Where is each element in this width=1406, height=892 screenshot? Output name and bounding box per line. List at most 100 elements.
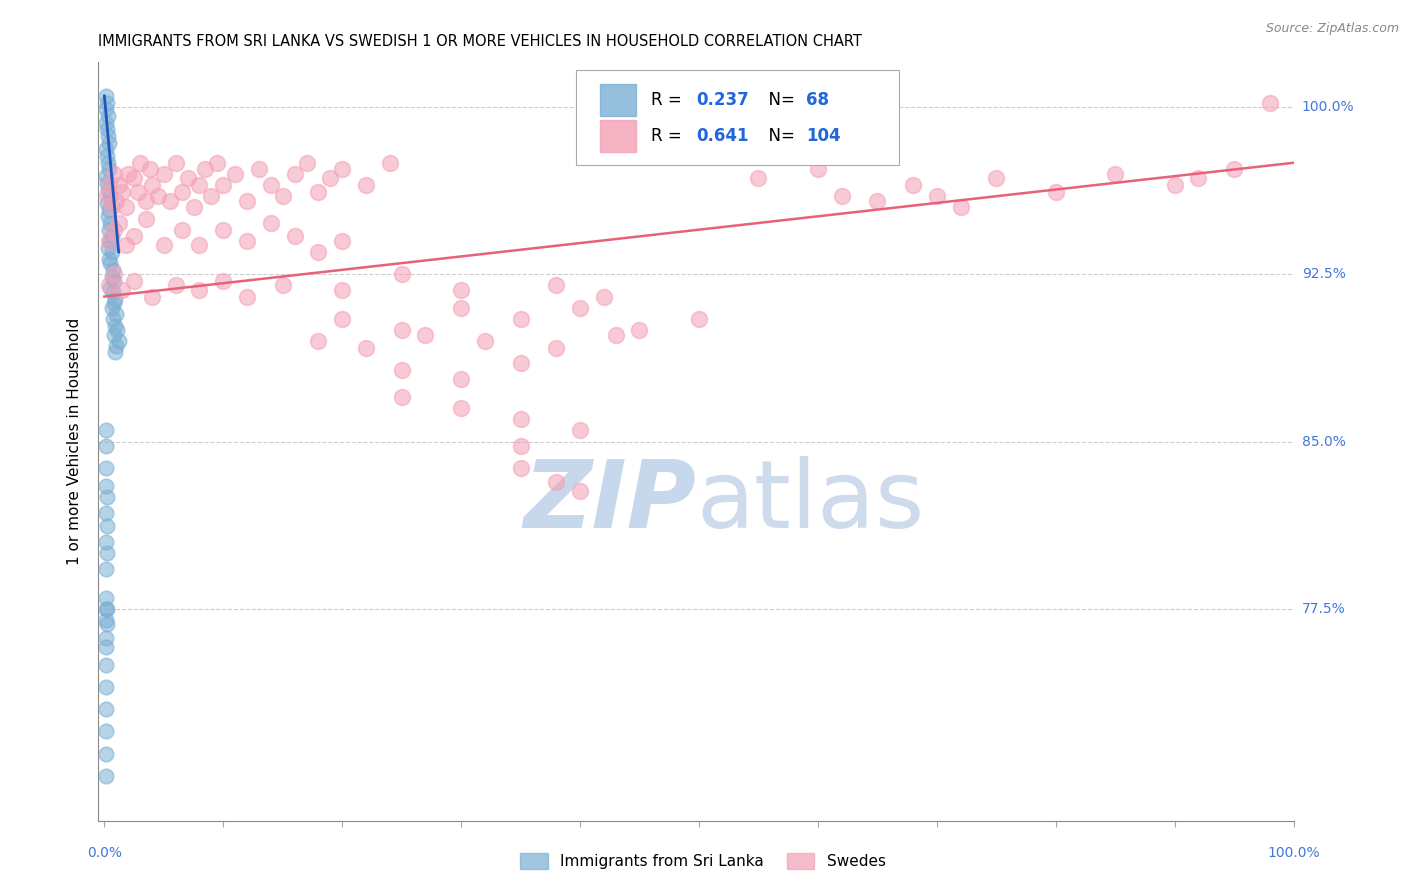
Point bbox=[94, 102, 117, 116]
Point bbox=[96, 617, 118, 632]
Text: N=: N= bbox=[758, 91, 800, 110]
Point bbox=[101, 262, 124, 277]
Point bbox=[94, 479, 117, 493]
Point bbox=[94, 439, 117, 453]
Point bbox=[122, 274, 145, 288]
Point bbox=[98, 136, 121, 150]
Point bbox=[183, 200, 205, 214]
Point bbox=[319, 171, 342, 186]
Point bbox=[450, 372, 472, 386]
Point bbox=[200, 189, 222, 203]
Point bbox=[188, 283, 211, 297]
Point bbox=[98, 234, 121, 248]
Point bbox=[450, 283, 472, 297]
Point bbox=[450, 301, 472, 315]
Point bbox=[103, 296, 125, 310]
Point bbox=[101, 285, 124, 299]
Point bbox=[569, 424, 592, 438]
Point bbox=[153, 238, 176, 252]
Point bbox=[94, 142, 117, 156]
Point bbox=[592, 289, 614, 303]
Point bbox=[330, 283, 353, 297]
Point bbox=[103, 327, 125, 342]
Point bbox=[307, 244, 329, 259]
Point bbox=[474, 334, 496, 349]
Point bbox=[98, 202, 121, 217]
Point bbox=[103, 274, 125, 288]
Point bbox=[1258, 95, 1281, 110]
Point bbox=[98, 234, 121, 248]
Point bbox=[170, 223, 193, 237]
Point bbox=[105, 194, 128, 208]
Point bbox=[97, 109, 120, 123]
Point bbox=[1223, 162, 1246, 177]
Point bbox=[98, 178, 121, 193]
Point bbox=[330, 162, 353, 177]
Point bbox=[1045, 185, 1067, 199]
Text: 100.0%: 100.0% bbox=[1267, 846, 1320, 860]
FancyBboxPatch shape bbox=[576, 70, 900, 165]
Point bbox=[94, 506, 117, 520]
Text: ZIP: ZIP bbox=[523, 456, 696, 549]
Point bbox=[98, 252, 121, 266]
Point bbox=[98, 223, 121, 237]
Point bbox=[94, 680, 117, 694]
Text: IMMIGRANTS FROM SRI LANKA VS SWEDISH 1 OR MORE VEHICLES IN HOUSEHOLD CORRELATION: IMMIGRANTS FROM SRI LANKA VS SWEDISH 1 O… bbox=[98, 34, 862, 49]
Point bbox=[103, 167, 125, 181]
Point bbox=[295, 155, 318, 169]
Point bbox=[986, 171, 1008, 186]
Point bbox=[509, 461, 531, 475]
Point bbox=[1163, 178, 1185, 193]
Point bbox=[105, 307, 128, 321]
Point bbox=[391, 363, 413, 377]
Point bbox=[100, 244, 122, 259]
Point bbox=[97, 183, 120, 197]
Point bbox=[391, 323, 413, 337]
Text: R =: R = bbox=[651, 127, 686, 145]
Point bbox=[107, 323, 129, 337]
Point bbox=[271, 189, 294, 203]
Point bbox=[284, 229, 307, 244]
Point bbox=[146, 189, 169, 203]
Point bbox=[107, 178, 129, 193]
Point bbox=[450, 401, 472, 416]
Point bbox=[107, 216, 129, 230]
Point bbox=[141, 178, 163, 193]
Point bbox=[165, 278, 187, 293]
Point bbox=[688, 311, 710, 326]
Point bbox=[94, 657, 117, 672]
Point bbox=[391, 268, 413, 282]
Text: R =: R = bbox=[651, 91, 686, 110]
Point bbox=[105, 338, 128, 352]
Point bbox=[509, 311, 531, 326]
Point bbox=[111, 283, 134, 297]
Point bbox=[96, 601, 118, 615]
Point bbox=[94, 461, 117, 475]
Point bbox=[135, 211, 157, 226]
Point bbox=[925, 189, 948, 203]
Point bbox=[159, 194, 181, 208]
Point bbox=[94, 89, 117, 103]
Text: Source: ZipAtlas.com: Source: ZipAtlas.com bbox=[1265, 22, 1399, 36]
Bar bbox=[600, 120, 637, 152]
Point bbox=[104, 345, 127, 359]
Point bbox=[176, 171, 198, 186]
Point bbox=[101, 311, 124, 326]
Point bbox=[236, 289, 259, 303]
Point bbox=[546, 341, 568, 355]
Point bbox=[212, 274, 235, 288]
Point bbox=[94, 747, 117, 761]
Point bbox=[94, 613, 117, 627]
Point bbox=[94, 169, 117, 184]
Point bbox=[107, 334, 129, 349]
Point bbox=[129, 155, 152, 169]
Point bbox=[247, 162, 270, 177]
Point bbox=[94, 534, 117, 549]
Point bbox=[96, 546, 118, 560]
Point bbox=[1104, 167, 1126, 181]
Point bbox=[605, 327, 627, 342]
Point bbox=[141, 289, 163, 303]
Text: 92.5%: 92.5% bbox=[1302, 268, 1346, 281]
Point bbox=[114, 238, 136, 252]
Point bbox=[96, 149, 118, 163]
